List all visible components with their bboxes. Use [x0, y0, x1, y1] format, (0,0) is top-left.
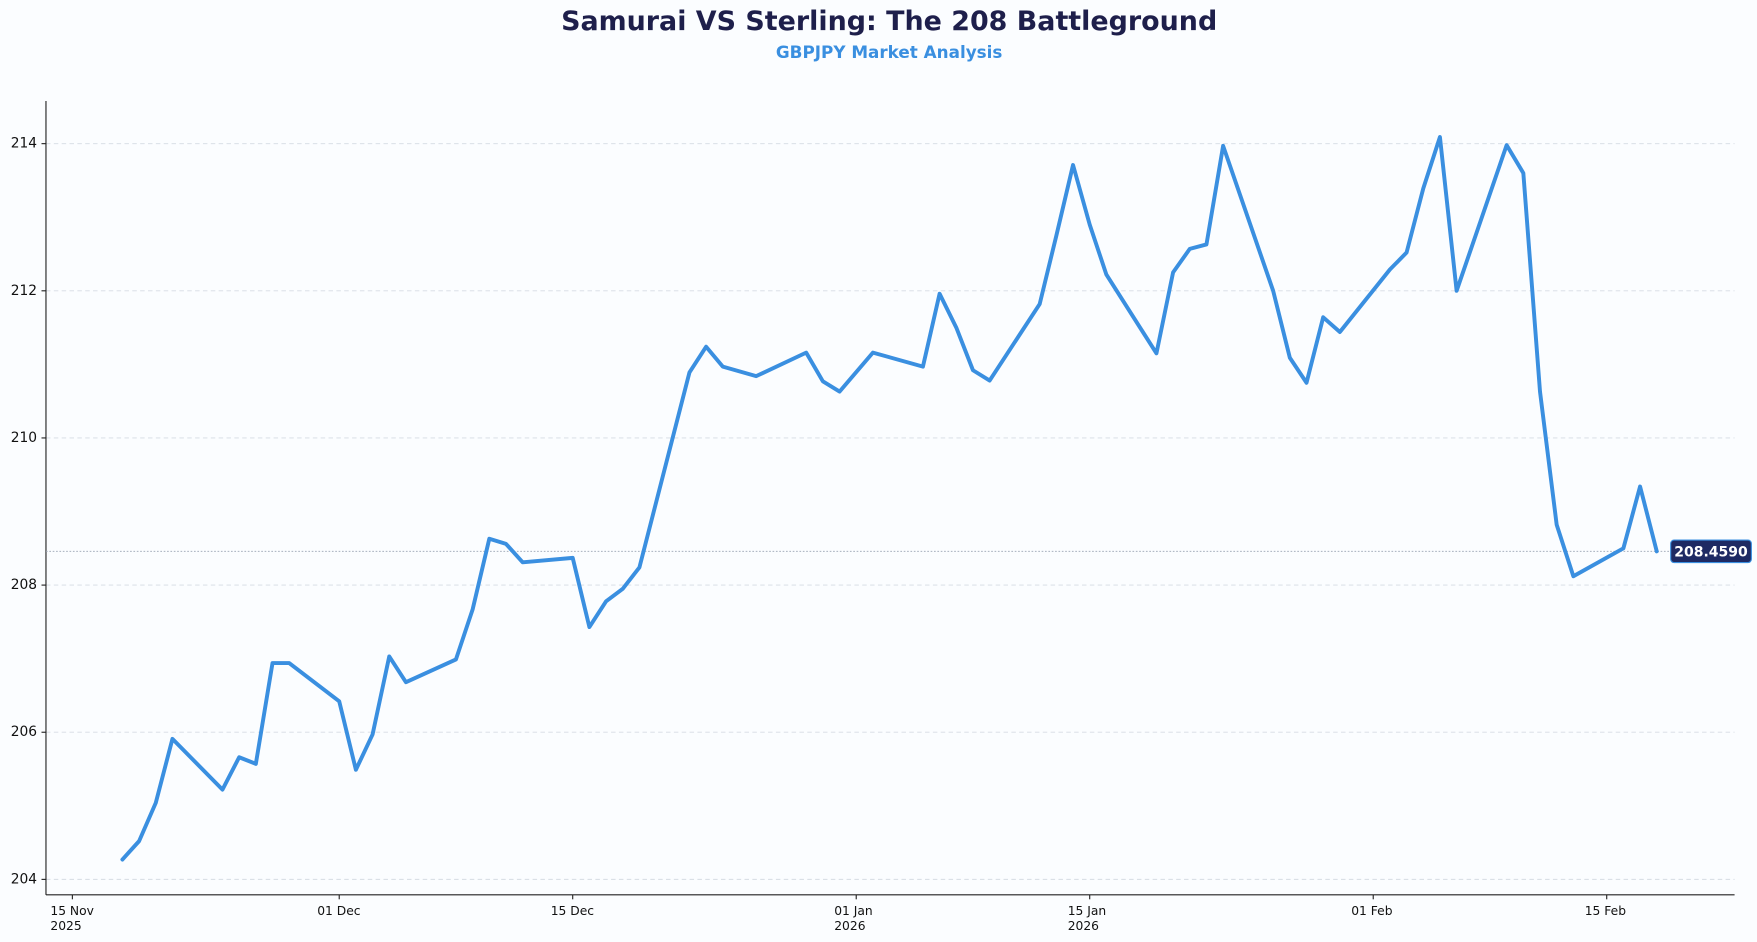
value-badge-label: 208.4590 — [1674, 544, 1748, 560]
y-tick-label: 210 — [11, 430, 37, 446]
y-tick-label: 204 — [11, 871, 37, 887]
y-tick-label: 206 — [11, 724, 37, 740]
chart-subtitle: GBPJPY Market Analysis — [776, 42, 1003, 62]
x-tick-label: 15 Jan 2026 — [1067, 903, 1107, 933]
x-tick-label: 01 Feb — [1351, 903, 1393, 918]
y-tick-label: 212 — [11, 283, 37, 299]
value-badge — [1670, 539, 1752, 564]
x-tick-label: 01 Dec — [317, 903, 361, 918]
x-tick-label: 15 Feb — [1584, 903, 1627, 918]
y-tick-label: 214 — [11, 136, 37, 152]
x-tick-label: 01 Jan 2026 — [834, 903, 873, 933]
chart-title: Samurai VS Sterling: The 208 Battlegroun… — [561, 6, 1217, 37]
y-tick-label: 208 — [11, 577, 37, 593]
x-tick-label: 15 Dec — [550, 903, 595, 918]
x-tick-label: 15 Nov 2025 — [50, 903, 94, 933]
price-line — [120, 135, 1659, 862]
